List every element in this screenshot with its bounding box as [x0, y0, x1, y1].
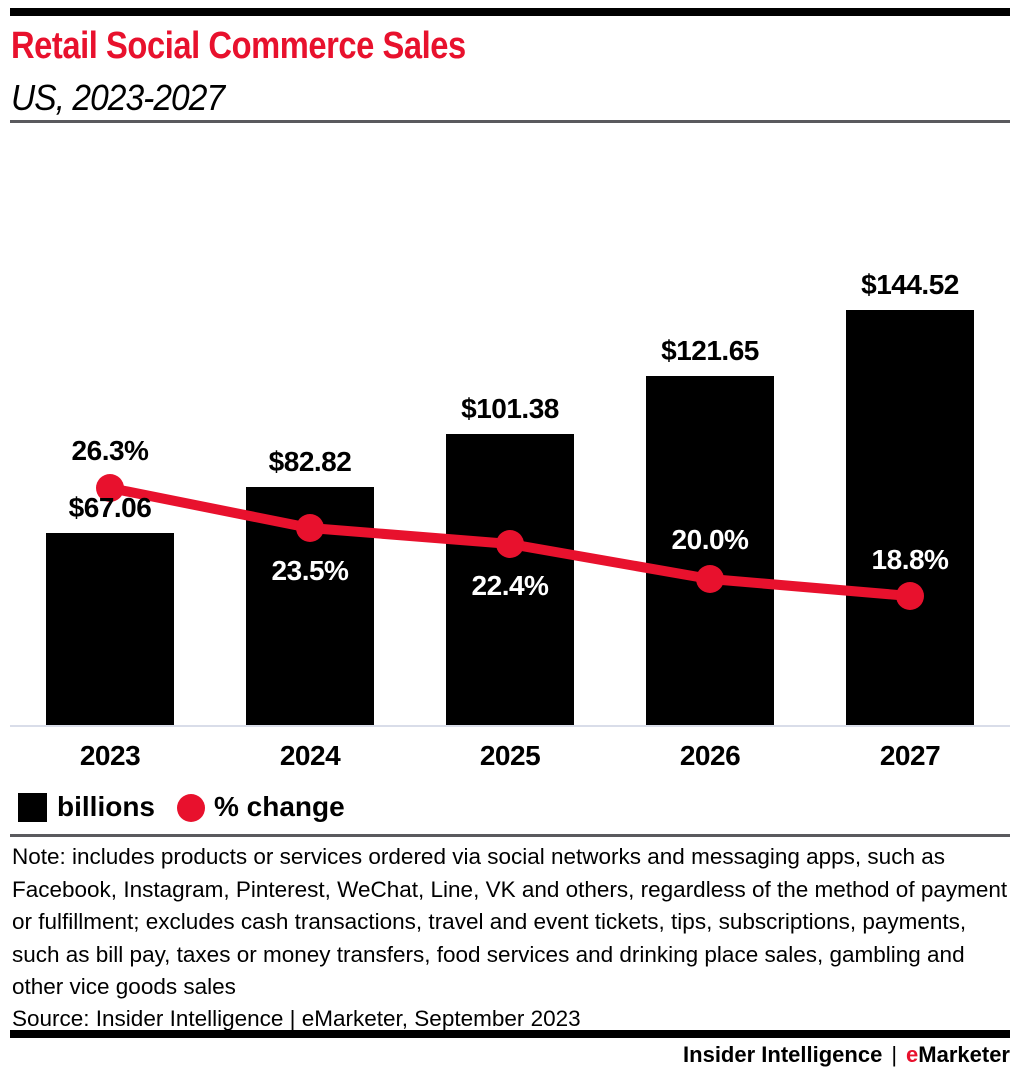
- page-title: Retail Social Commerce Sales: [11, 25, 466, 67]
- x-axis-baseline: [10, 725, 1010, 727]
- pct-change-label-2024: 23.5%: [271, 555, 349, 586]
- bar-2023: [46, 533, 174, 727]
- x-axis-label-2027: 2027: [879, 740, 941, 771]
- x-axis-label-2026: 2026: [679, 740, 741, 771]
- page-subtitle: US, 2023-2027: [11, 77, 225, 118]
- note-divider: [10, 834, 1010, 837]
- bar-value-label-2026: $121.65: [661, 335, 759, 366]
- pct-change-label-2027: 18.8%: [871, 544, 949, 575]
- bar-value-label-2027: $144.52: [861, 269, 959, 300]
- bar-2024: [246, 487, 374, 727]
- x-axis-label-2025: 2025: [479, 740, 541, 771]
- legend-bar-label: billions: [57, 791, 155, 822]
- x-axis-label-2023: 2023: [79, 740, 141, 771]
- bar-value-label-2025: $101.38: [461, 393, 559, 424]
- footer-brand-insider: Insider Intelligence: [683, 1042, 883, 1067]
- pct-change-label-2023: 26.3%: [71, 435, 149, 466]
- legend-line-label: % change: [214, 791, 345, 822]
- bar-2027: [846, 310, 974, 727]
- source-text: Source: Insider Intelligence | eMarketer…: [12, 1006, 581, 1031]
- bar-value-label-2024: $82.82: [268, 446, 352, 477]
- bar-value-label-2023: $67.06: [68, 492, 152, 523]
- footer-pipe: |: [891, 1042, 898, 1067]
- x-axis-label-2024: 2024: [279, 740, 341, 771]
- header-divider: [10, 120, 1010, 123]
- legend-line-swatch-icon: [177, 794, 205, 822]
- footer-rule: [10, 1030, 1010, 1038]
- legend-bar-swatch-icon: [18, 793, 47, 822]
- pct-change-label-2026: 20.0%: [671, 524, 749, 555]
- note-text: Note: includes products or services orde…: [12, 844, 1008, 999]
- top-rule: [10, 8, 1010, 16]
- pct-change-label-2025: 22.4%: [471, 570, 549, 601]
- emarketer-e: e: [906, 1042, 919, 1067]
- footer-brand-emarketer: eMarketer: [906, 1042, 1010, 1067]
- emarketer-rest: Marketer: [918, 1042, 1010, 1067]
- footer-branding: Insider Intelligence | eMarketer: [683, 1042, 1010, 1068]
